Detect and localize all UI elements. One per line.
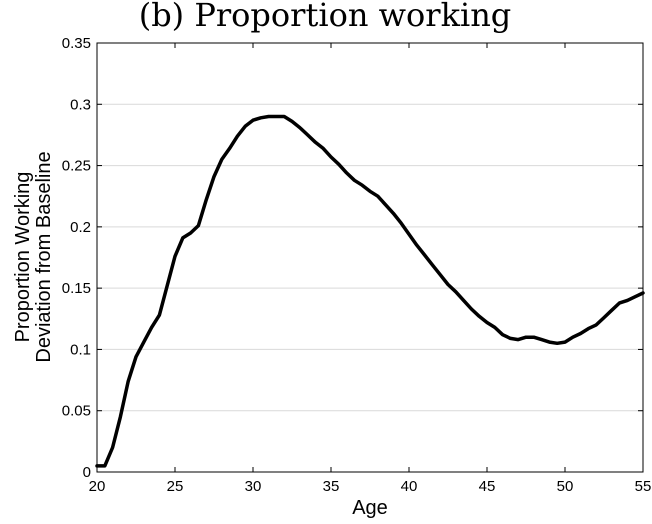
y-axis-label-line-1: Proportion Working (12, 172, 34, 343)
series-layer (95, 114, 645, 468)
y-tick-label: 0.25 (62, 158, 91, 175)
x-tick-label: 35 (323, 478, 340, 495)
y-tick-label: 0.1 (70, 341, 91, 358)
x-axis-ticks: 20 25 30 35 40 45 50 55 (89, 43, 652, 495)
x-tick-label: 50 (557, 478, 574, 495)
x-tick-label: 25 (167, 478, 184, 495)
gridlines (97, 103, 643, 412)
y-tick-label: 0.05 (62, 403, 91, 420)
y-tick-label: 0.35 (62, 35, 91, 52)
series-line (95, 114, 645, 468)
y-tick-label: 0 (83, 464, 91, 481)
chart-title: (b) Proportion working (139, 0, 512, 34)
y-tick-label: 0.15 (62, 280, 91, 297)
plot-area-frame (96, 42, 644, 473)
x-tick-label: 30 (245, 478, 262, 495)
y-tick-label: 0.2 (70, 219, 91, 236)
x-tick-label: 55 (635, 478, 652, 495)
y-tick-label: 0.3 (70, 96, 91, 113)
x-tick-label: 40 (401, 478, 418, 495)
y-axis-ticks: 0 0.05 0.1 0.15 0.2 0.25 0.3 0.35 (62, 35, 643, 481)
x-tick-label: 45 (479, 478, 496, 495)
series-points (97, 116, 643, 466)
x-tick-label: 20 (89, 478, 106, 495)
y-axis-label-line-2: Deviation from Baseline (33, 151, 55, 362)
x-axis-label: Age (352, 497, 388, 519)
